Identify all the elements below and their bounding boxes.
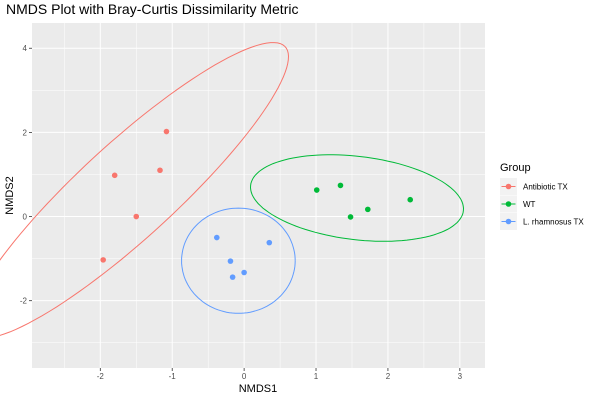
- legend-label: L. rhamnosus TX: [523, 218, 584, 227]
- x-tick-label: 1: [314, 372, 319, 381]
- legend-key-point: [505, 201, 512, 207]
- ellipses: [0, 42, 465, 336]
- legend-label: WT: [523, 200, 536, 209]
- y-tick-label: 2: [23, 128, 28, 137]
- legend-label: Antibiotic TX: [523, 183, 568, 192]
- y-tick-label: -2: [20, 297, 28, 306]
- grid-minor: [32, 23, 485, 368]
- x-axis-ticks: -2 -1 0 1 2 3: [97, 368, 463, 381]
- legend-item-antibiotic-tx: Antibiotic TX: [500, 178, 568, 195]
- x-tick-label: -1: [169, 372, 177, 381]
- y-tick-label: 0: [23, 213, 28, 222]
- grid-major: [32, 23, 485, 368]
- point-antibiotic-tx: [157, 167, 163, 174]
- y-axis-ticks: -2 0 2 4: [20, 44, 32, 306]
- point-wt: [337, 182, 344, 189]
- point-l-rhamnosus-tx: [229, 274, 236, 280]
- plot-panel: [32, 23, 485, 368]
- point-l-rhamnosus-tx: [227, 258, 234, 264]
- y-axis-title: NMDS2: [4, 176, 16, 215]
- legend: Group Antibiotic TX WT L. rhamnosus TX: [500, 162, 584, 230]
- x-tick-label: 0: [242, 372, 247, 381]
- legend-item-wt: WT: [500, 195, 536, 213]
- x-axis-title: NMDS1: [239, 383, 278, 395]
- ellipse-antibiotic-tx: [0, 42, 290, 336]
- point-wt: [313, 187, 320, 193]
- x-tick-label: -2: [97, 372, 105, 381]
- ellipse-wt: [249, 154, 465, 242]
- ellipse-l-rhamnosus-tx: [181, 207, 296, 314]
- legend-key-point: [505, 218, 512, 225]
- points: [100, 128, 414, 280]
- x-tick-label: 3: [458, 372, 463, 381]
- point-l-rhamnosus-tx: [241, 269, 247, 276]
- point-wt: [347, 214, 354, 220]
- point-l-rhamnosus-tx: [266, 239, 273, 246]
- legend-title: Group: [500, 162, 531, 174]
- point-antibiotic-tx: [100, 257, 106, 263]
- legend-item-l-rhamnosus-tx: L. rhamnosus TX: [500, 213, 584, 230]
- point-l-rhamnosus-tx: [213, 234, 220, 241]
- point-antibiotic-tx: [133, 213, 140, 220]
- x-tick-label: 2: [386, 372, 391, 381]
- point-antibiotic-tx: [163, 128, 170, 135]
- y-tick-label: 4: [23, 44, 28, 53]
- point-wt: [407, 196, 414, 203]
- chart-title: NMDS Plot with Bray-Curtis Dissimilarity…: [6, 1, 298, 17]
- legend-key-point: [505, 183, 512, 190]
- point-wt: [364, 206, 371, 213]
- point-antibiotic-tx: [111, 172, 118, 179]
